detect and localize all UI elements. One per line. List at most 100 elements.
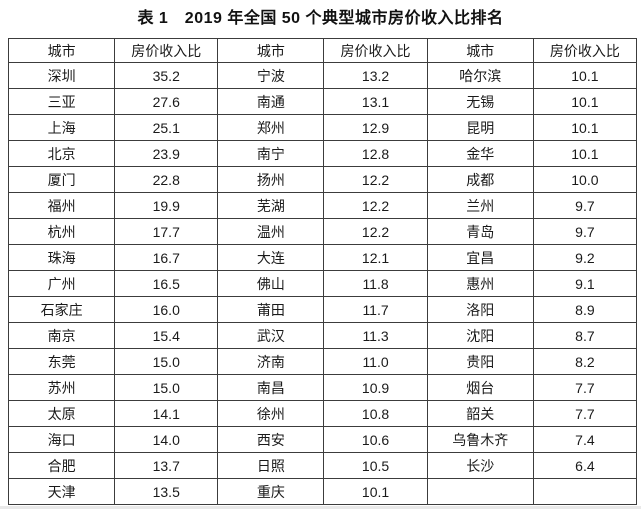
ratio-cell: 12.2 bbox=[323, 192, 428, 219]
table-row: 南京 15.4 武汉 11.3 沈阳 8.7 bbox=[7, 322, 638, 349]
ratio-cell: 8.9 bbox=[532, 296, 638, 323]
city-cell: 上海 bbox=[7, 114, 116, 141]
city-cell bbox=[426, 478, 534, 505]
city-cell: 济南 bbox=[217, 348, 325, 375]
city-cell: 佛山 bbox=[217, 270, 325, 297]
ratio-cell: 13.2 bbox=[323, 62, 428, 89]
ratio-cell: 16.7 bbox=[114, 244, 219, 271]
ratio-cell bbox=[532, 478, 638, 505]
ratio-cell: 12.9 bbox=[323, 114, 428, 141]
ratio-cell: 10.8 bbox=[323, 400, 428, 427]
ratio-cell: 17.7 bbox=[114, 218, 219, 245]
table-row: 上海 25.1 郑州 12.9 昆明 10.1 bbox=[7, 114, 638, 141]
city-cell: 兰州 bbox=[426, 192, 534, 219]
city-cell: 苏州 bbox=[7, 374, 116, 401]
ratio-cell: 14.0 bbox=[114, 426, 219, 453]
ratio-cell: 13.7 bbox=[114, 452, 219, 479]
ratio-cell: 10.9 bbox=[323, 374, 428, 401]
ratio-cell: 11.8 bbox=[323, 270, 428, 297]
ratio-cell: 10.6 bbox=[323, 426, 428, 453]
ratio-cell: 7.4 bbox=[532, 426, 638, 453]
ratio-cell: 13.5 bbox=[114, 478, 219, 505]
ratio-cell: 15.0 bbox=[114, 348, 219, 375]
ratio-cell: 15.4 bbox=[114, 322, 219, 349]
ratio-cell: 14.1 bbox=[114, 400, 219, 427]
ratio-cell: 10.0 bbox=[532, 166, 638, 193]
column-header-city: 城市 bbox=[7, 38, 116, 63]
ratio-cell: 11.3 bbox=[323, 322, 428, 349]
ratio-cell: 6.4 bbox=[532, 452, 638, 479]
city-cell: 哈尔滨 bbox=[426, 62, 534, 89]
ratio-cell: 12.1 bbox=[323, 244, 428, 271]
city-cell: 重庆 bbox=[217, 478, 325, 505]
table-row: 苏州 15.0 南昌 10.9 烟台 7.7 bbox=[7, 374, 638, 401]
ratio-cell: 12.2 bbox=[323, 218, 428, 245]
table-row: 石家庄 16.0 莆田 11.7 洛阳 8.9 bbox=[7, 296, 638, 323]
city-cell: 乌鲁木齐 bbox=[426, 426, 534, 453]
table-row: 天津 13.5 重庆 10.1 bbox=[7, 478, 638, 505]
ratio-cell: 19.9 bbox=[114, 192, 219, 219]
ratio-cell: 23.9 bbox=[114, 140, 219, 167]
city-cell: 沈阳 bbox=[426, 322, 534, 349]
table-row: 深圳 35.2 宁波 13.2 哈尔滨 10.1 bbox=[7, 62, 638, 89]
column-header-ratio: 房价收入比 bbox=[532, 38, 638, 63]
city-cell: 宁波 bbox=[217, 62, 325, 89]
ratio-cell: 16.5 bbox=[114, 270, 219, 297]
city-cell: 无锡 bbox=[426, 88, 534, 115]
table-row: 杭州 17.7 温州 12.2 青岛 9.7 bbox=[7, 218, 638, 245]
table-row: 三亚 27.6 南通 13.1 无锡 10.1 bbox=[7, 88, 638, 115]
city-cell: 南宁 bbox=[217, 140, 325, 167]
table-row: 珠海 16.7 大连 12.1 宜昌 9.2 bbox=[7, 244, 638, 271]
city-cell: 宜昌 bbox=[426, 244, 534, 271]
ratio-cell: 12.2 bbox=[323, 166, 428, 193]
table-row: 太原 14.1 徐州 10.8 韶关 7.7 bbox=[7, 400, 638, 427]
column-header-ratio: 房价收入比 bbox=[323, 38, 428, 63]
ratio-cell: 35.2 bbox=[114, 62, 219, 89]
city-cell: 昆明 bbox=[426, 114, 534, 141]
ranking-table: 城市 房价收入比 城市 房价收入比 城市 房价收入比 深圳 35.2 宁波 13.2 哈尔滨 10.… bbox=[7, 38, 638, 505]
city-cell: 南京 bbox=[7, 322, 116, 349]
city-cell: 北京 bbox=[7, 140, 116, 167]
city-cell: 西安 bbox=[217, 426, 325, 453]
table-row: 合肥 13.7 日照 10.5 长沙 6.4 bbox=[7, 452, 638, 479]
ratio-cell: 16.0 bbox=[114, 296, 219, 323]
ratio-cell: 13.1 bbox=[323, 88, 428, 115]
ratio-cell: 9.1 bbox=[532, 270, 638, 297]
city-cell: 杭州 bbox=[7, 218, 116, 245]
column-header-ratio: 房价收入比 bbox=[114, 38, 219, 63]
city-cell: 广州 bbox=[7, 270, 116, 297]
table-row: 东莞 15.0 济南 11.0 贵阳 8.2 bbox=[7, 348, 638, 375]
city-cell: 青岛 bbox=[426, 218, 534, 245]
city-cell: 厦门 bbox=[7, 166, 116, 193]
table-row: 北京 23.9 南宁 12.8 金华 10.1 bbox=[7, 140, 638, 167]
city-cell: 洛阳 bbox=[426, 296, 534, 323]
ratio-cell: 11.7 bbox=[323, 296, 428, 323]
city-cell: 太原 bbox=[7, 400, 116, 427]
city-cell: 福州 bbox=[7, 192, 116, 219]
city-cell: 芜湖 bbox=[217, 192, 325, 219]
city-cell: 石家庄 bbox=[7, 296, 116, 323]
city-cell: 温州 bbox=[217, 218, 325, 245]
city-cell: 天津 bbox=[7, 478, 116, 505]
table-title: 表 1 2019 年全国 50 个典型城市房价收入比排名 bbox=[137, 10, 504, 27]
ratio-cell: 10.1 bbox=[532, 88, 638, 115]
city-cell: 扬州 bbox=[217, 166, 325, 193]
ratio-cell: 22.8 bbox=[114, 166, 219, 193]
city-cell: 武汉 bbox=[217, 322, 325, 349]
ratio-cell: 27.6 bbox=[114, 88, 219, 115]
table-row: 广州 16.5 佛山 11.8 惠州 9.1 bbox=[7, 270, 638, 297]
city-cell: 惠州 bbox=[426, 270, 534, 297]
ratio-cell: 12.8 bbox=[323, 140, 428, 167]
city-cell: 成都 bbox=[426, 166, 534, 193]
city-cell: 日照 bbox=[217, 452, 325, 479]
ratio-cell: 11.0 bbox=[323, 348, 428, 375]
table-row: 厦门 22.8 扬州 12.2 成都 10.0 bbox=[7, 166, 638, 193]
ratio-cell: 25.1 bbox=[114, 114, 219, 141]
ratio-cell: 10.1 bbox=[532, 140, 638, 167]
city-cell: 珠海 bbox=[7, 244, 116, 271]
city-cell: 三亚 bbox=[7, 88, 116, 115]
ratio-cell: 9.7 bbox=[532, 218, 638, 245]
city-cell: 郑州 bbox=[217, 114, 325, 141]
ratio-cell: 10.1 bbox=[532, 114, 638, 141]
city-cell: 合肥 bbox=[7, 452, 116, 479]
